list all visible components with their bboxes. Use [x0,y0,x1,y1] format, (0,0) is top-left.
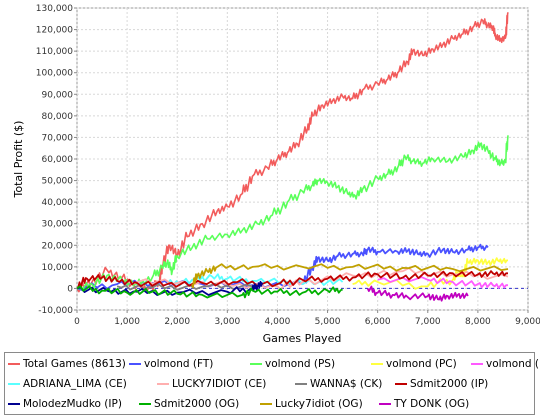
y-tick-label: 40,000 [42,198,74,208]
x-tick-label: 2,000 [164,317,190,327]
legend-label: WANNA$ (CK) [310,378,383,390]
legend-item: TY DONK (OG) [379,395,469,413]
legend-item: Sdmit2000 (OG) [139,395,239,413]
line-chart: -10,000010,00020,00030,00040,00050,00060… [12,4,540,345]
y-tick-label: 10,000 [42,263,74,273]
series-line-lucky7idiot-og [191,263,509,289]
y-tick-label: 60,000 [42,155,74,165]
legend-label: volmond (MI) [486,358,540,370]
series-line-volmond-ft [76,243,489,291]
legend-label: volmond (PS) [265,358,336,370]
legend-swatch [8,403,20,405]
legend-item: MolodezMudko (IP) [8,395,122,413]
legend-item: LUCKY7IDIOT (CE) [157,375,266,393]
series-line-total-games-8613 [76,12,509,293]
legend-label: Lucky7idiot (OG) [275,398,363,410]
legend-swatch [471,363,483,365]
series-lines [76,12,509,302]
y-tick-label: 130,000 [36,4,73,14]
legend-swatch [395,383,407,385]
legend-item: WANNA$ (CK) [295,375,382,393]
legend-swatch [129,363,141,365]
legend-label: Total Games (8613) [23,358,126,370]
x-tick-label: 6,000 [365,317,391,327]
legend-item: volmond (MI) [471,355,540,373]
legend-swatch [157,383,169,385]
legend-item: volmond (PS) [250,355,335,373]
y-tick-label: 80,000 [42,112,74,122]
y-tick-label: -10,000 [38,306,73,316]
x-tick-label: 8,000 [465,317,491,327]
y-axis-title: Total Profit ($) [12,121,25,199]
x-tick-label: 1,000 [114,317,140,327]
legend-swatch [379,403,391,405]
legend-item: ADRIANA_LIMA (CE) [8,375,127,393]
y-tick-label: 30,000 [42,220,74,230]
legend-item: Total Games (8613) [8,355,126,373]
y-tick-label: 0 [67,284,73,294]
series-line-sdmit2000-og [76,285,343,299]
x-axis-title: Games Played [263,332,342,345]
legend: Total Games (8613) volmond (FT) volmond (P… [4,352,540,415]
series-line-volmond-pc [352,257,508,290]
x-tick-label: 4,000 [265,317,291,327]
y-tick-label: 70,000 [42,133,74,143]
legend-label: volmond (FT) [144,358,214,370]
legend-label: Sdmit2000 (IP) [410,378,489,390]
x-tick-label: 3,000 [214,317,240,327]
legend-swatch [371,363,383,365]
legend-item: volmond (PC) [371,355,457,373]
legend-swatch [8,363,20,365]
legend-swatch [295,383,307,385]
y-tick-label: 110,000 [36,47,73,57]
axis-ticks: -10,000010,00020,00030,00040,00050,00060… [36,4,540,327]
series-line-wanna-ck [116,282,253,291]
legend-label: Sdmit2000 (OG) [154,398,240,410]
legend-label: MolodezMudko (IP) [23,398,122,410]
legend-swatch [139,403,151,405]
legend-label: TY DONK (OG) [394,398,470,410]
legend-swatch [8,383,20,385]
legend-swatch [260,403,272,405]
legend-label: volmond (PC) [386,358,457,370]
legend-item: Sdmit2000 (IP) [395,375,488,393]
series-line-volmond-ps [76,135,509,291]
legend-label: LUCKY7IDIOT (CE) [172,378,267,390]
legend-item: Lucky7idiot (OG) [260,395,363,413]
y-tick-label: 100,000 [36,69,73,79]
x-tick-label: 9,000 [515,317,540,327]
y-tick-label: 90,000 [42,90,74,100]
legend-swatch [250,363,262,365]
series-line-molodezmudko-ip [76,280,264,297]
legend-label: ADRIANA_LIMA (CE) [23,378,127,390]
x-tick-label: 0 [74,317,80,327]
y-tick-label: 120,000 [36,26,73,36]
y-tick-label: 20,000 [42,241,74,251]
series-line-sdmit2000-ip [76,270,508,290]
y-tick-label: 50,000 [42,177,74,187]
legend-item: volmond (FT) [129,355,213,373]
x-tick-label: 7,000 [415,317,441,327]
series-line-ty-donk-og [366,285,469,302]
x-tick-label: 5,000 [315,317,341,327]
